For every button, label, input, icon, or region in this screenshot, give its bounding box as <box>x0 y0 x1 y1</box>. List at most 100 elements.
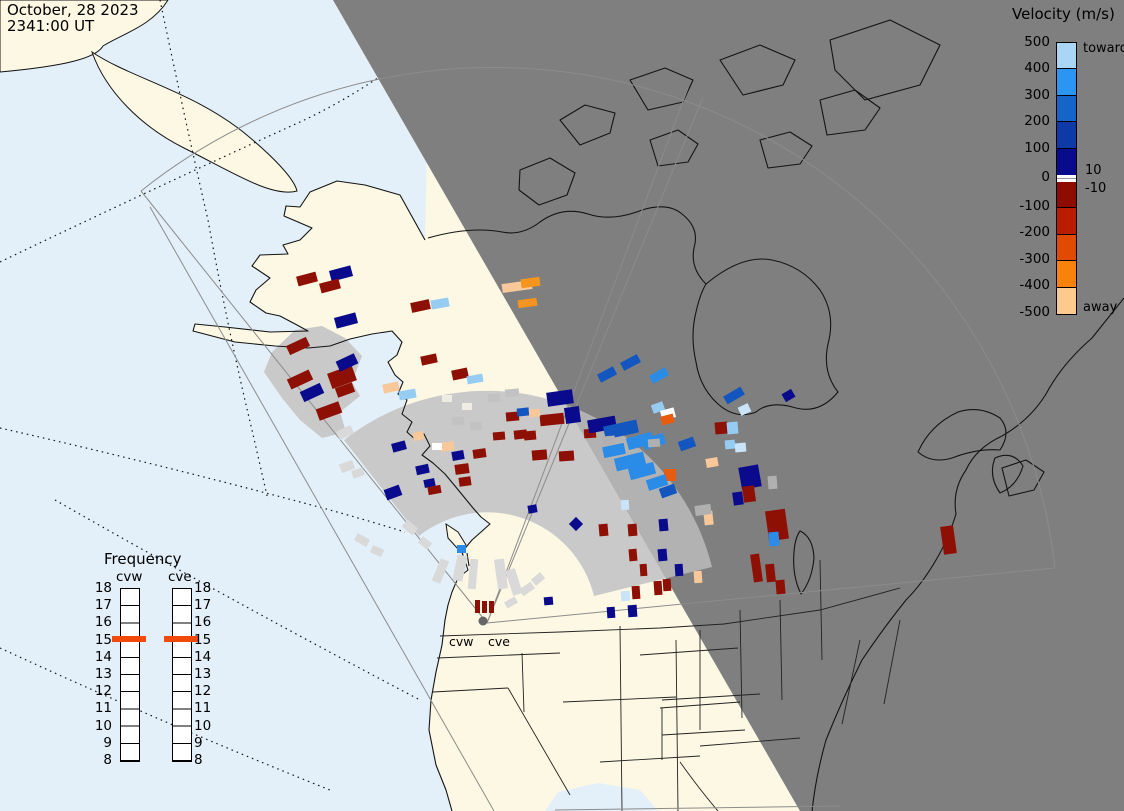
velocity-cell <box>528 408 541 418</box>
velocity-cells <box>285 265 957 619</box>
velocity-cell <box>627 604 638 618</box>
velocity-cell <box>627 523 638 537</box>
velocity-cell <box>457 545 466 553</box>
velocity-tick-label: -200 <box>1019 224 1050 240</box>
velocity-cell <box>431 558 450 584</box>
velocity-cell <box>427 484 442 496</box>
colorbar-segment <box>1057 208 1076 235</box>
land-chukotka <box>0 0 169 73</box>
velocity-cell <box>383 484 403 501</box>
velocity-cell <box>382 381 400 394</box>
velocity-cell <box>353 533 371 547</box>
velocity-cell <box>765 563 776 583</box>
velocity-legend-title: Velocity (m/s) <box>1012 5 1115 23</box>
state-borders <box>432 559 901 811</box>
frequency-tick-label: 17 <box>94 597 112 614</box>
velocity-cell <box>338 459 356 474</box>
velocity-cell <box>627 461 657 481</box>
frequency-ladder-cvw <box>120 588 140 762</box>
velocity-cell <box>493 558 509 590</box>
velocity-cell <box>664 469 676 481</box>
velocity-cell <box>315 401 343 421</box>
velocity-tick-label: 400 <box>1024 60 1050 76</box>
velocity-cell <box>647 438 661 448</box>
velocity-cell <box>420 353 438 366</box>
velocity-cell <box>628 548 638 562</box>
site-label-cve: cve <box>488 634 510 649</box>
frequency-panel-title: Frequency <box>104 550 182 568</box>
land-chukotka-peninsula <box>91 50 298 193</box>
velocity-cell <box>620 590 631 602</box>
frequency-tick-label: 8 <box>194 752 203 768</box>
velocity-cell <box>334 382 356 398</box>
velocity-cell <box>558 450 575 462</box>
velocity-cell <box>451 367 469 381</box>
velocity-cell <box>475 600 480 613</box>
colorbar-segment <box>1057 234 1076 262</box>
frequency-tick-label: 18 <box>94 580 112 596</box>
velocity-tick-label: -500 <box>1019 304 1050 320</box>
velocity-tick-label: 0 <box>1041 169 1050 185</box>
velocity-cell <box>694 503 712 517</box>
velocity-cell <box>523 430 537 441</box>
velocity-tick-label: -300 <box>1019 251 1050 267</box>
velocity-cell <box>452 554 468 582</box>
velocity-cell <box>660 413 675 426</box>
radar-fov-outlines <box>140 66 1056 811</box>
date-text: October, 28 2023 <box>7 1 139 19</box>
velocity-cell <box>391 440 407 453</box>
velocity-cell <box>674 563 684 577</box>
velocity-cell <box>530 572 546 586</box>
velocity-cell <box>350 467 366 479</box>
frequency-tick-label: 9 <box>103 734 112 751</box>
frequency-tick-label: 14 <box>194 648 212 665</box>
colorbar-segment <box>1057 69 1076 96</box>
frequency-tick-label: 12 <box>194 683 212 700</box>
frequency-tick-label: 9 <box>194 734 203 751</box>
velocity-tick-label: 100 <box>1024 140 1050 156</box>
velocity-cell <box>505 568 523 596</box>
velocity-cell <box>767 475 778 490</box>
velocity-cell <box>940 525 957 555</box>
frequency-ladder-cve <box>172 588 192 762</box>
velocity-cell <box>442 395 452 402</box>
velocity-cell <box>677 436 697 452</box>
colorbar-segment <box>1057 95 1076 123</box>
radar-site-dot <box>478 616 488 626</box>
velocity-cell <box>505 411 520 422</box>
velocity-cell <box>723 386 745 405</box>
velocity-cell <box>451 416 465 426</box>
velocity-cell <box>410 299 431 313</box>
velocity-cell <box>423 477 436 489</box>
velocity-cell <box>734 442 747 453</box>
velocity-cell <box>693 570 703 584</box>
velocity-cell <box>613 451 647 472</box>
frequency-tick-label: 11 <box>94 700 112 717</box>
velocity-cell <box>439 440 455 453</box>
velocity-cell <box>657 548 668 562</box>
velocity-tick-label: 500 <box>1024 34 1050 50</box>
frequency-tick-label: 8 <box>103 752 112 768</box>
frequency-tick-label: 13 <box>194 666 212 682</box>
velocity-tick-label: 200 <box>1024 113 1050 129</box>
velocity-cell <box>401 519 419 536</box>
velocity-cell <box>602 435 616 445</box>
velocity-cell <box>285 336 311 356</box>
velocity-cell <box>299 382 325 403</box>
velocity-cell <box>504 388 520 398</box>
velocity-cell <box>620 499 630 511</box>
velocity-cell <box>714 421 729 435</box>
colorbar-segment <box>1057 122 1076 149</box>
frequency-tick-label: 16 <box>194 614 212 631</box>
frequency-marker-cvw <box>112 636 146 642</box>
velocity-cell <box>563 406 582 424</box>
time-text: 2341:00 UT <box>7 17 95 35</box>
velocity-tick-label: -100 <box>1019 198 1050 214</box>
velocity-cell <box>369 544 385 558</box>
velocity-cell <box>606 606 616 619</box>
velocity-cell <box>662 578 672 592</box>
gulf-water <box>545 783 658 811</box>
velocity-cell <box>335 425 355 440</box>
